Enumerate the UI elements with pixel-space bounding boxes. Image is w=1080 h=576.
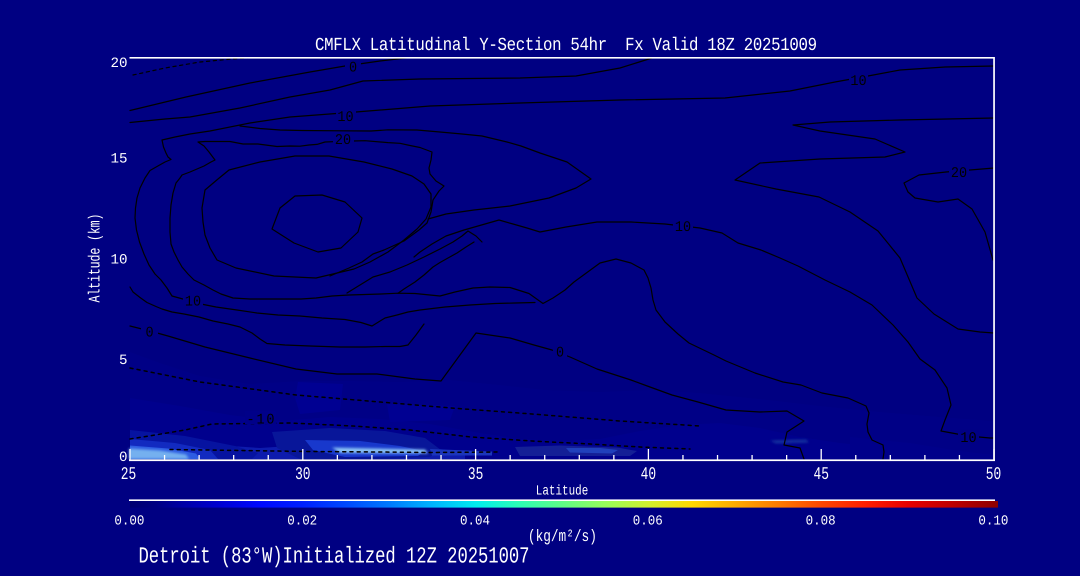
svg-text:35: 35 [468,464,483,485]
svg-text:0: 0 [145,325,153,342]
svg-text:20: 20 [110,56,127,72]
svg-text:20: 20 [335,133,351,150]
svg-text:0.06: 0.06 [633,513,663,529]
svg-text:25: 25 [121,464,136,485]
svg-text:CMFLX Latitudinal Y-Section 54: CMFLX Latitudinal Y-Section 54hr Fx Vali… [315,35,817,56]
svg-text:(kg/m²/s): (kg/m²/s) [528,527,597,547]
svg-text:10: 10 [960,431,976,448]
svg-text:0.02: 0.02 [287,513,317,529]
svg-text:15: 15 [110,152,127,168]
svg-text:Latitude: Latitude [536,484,589,499]
svg-text:40: 40 [641,464,656,485]
svg-text:0.08: 0.08 [806,513,836,529]
svg-text:Detroit (83°W)Initialized 12Z: Detroit (83°W)Initialized 12Z 20251007 [139,545,530,570]
svg-text:Altitude (km): Altitude (km) [87,214,105,303]
svg-text:10: 10 [675,220,691,237]
svg-text:20: 20 [951,166,967,183]
svg-text:30: 30 [295,464,310,485]
svg-text:10: 10 [337,110,353,127]
svg-text:-10: -10 [247,412,275,429]
svg-text:45: 45 [813,464,828,485]
svg-text:0.00: 0.00 [114,513,144,529]
svg-text:5: 5 [119,353,128,369]
svg-text:0: 0 [349,60,357,77]
svg-text:0.04: 0.04 [460,513,490,529]
svg-text:10: 10 [185,294,201,311]
svg-text:0: 0 [119,450,128,466]
svg-text:50: 50 [986,464,1001,485]
svg-text:10: 10 [110,253,127,269]
svg-text:0: 0 [556,345,564,362]
svg-text:0.10: 0.10 [978,513,1008,529]
svg-text:10: 10 [850,74,866,91]
